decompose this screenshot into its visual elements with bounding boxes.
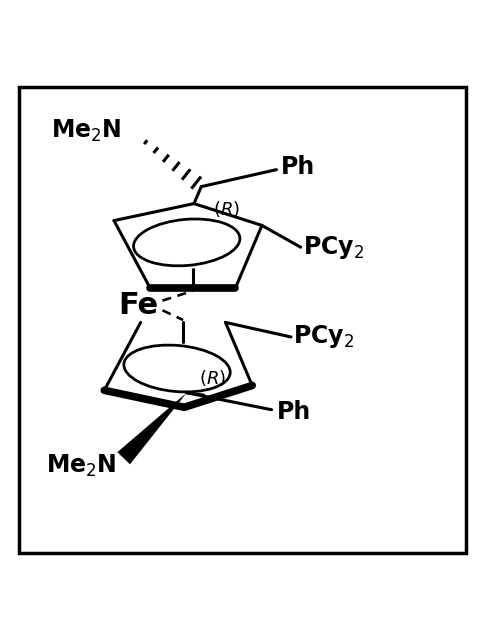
Text: Fe: Fe	[118, 291, 158, 320]
Text: Ph: Ph	[281, 156, 315, 179]
Polygon shape	[117, 393, 186, 464]
Text: Ph: Ph	[276, 400, 310, 424]
Text: PCy$_2$: PCy$_2$	[293, 323, 354, 351]
Text: Me$_2$N: Me$_2$N	[46, 452, 117, 479]
Text: $(R)$: $(R)$	[213, 199, 240, 219]
Text: $(R)$: $(R)$	[198, 368, 226, 388]
Text: Me$_2$N: Me$_2$N	[51, 118, 121, 144]
Text: PCy$_2$: PCy$_2$	[302, 234, 363, 260]
